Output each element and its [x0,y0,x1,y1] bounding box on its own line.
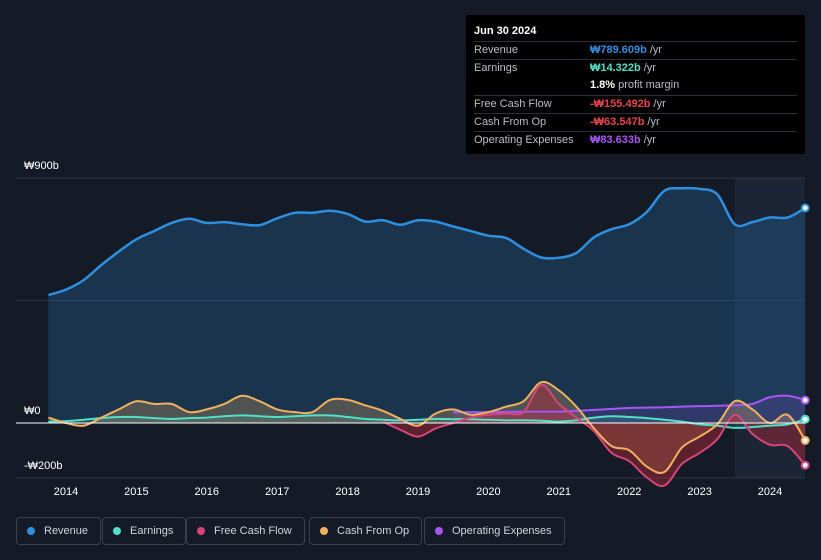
x-tick-2024: 2024 [758,486,782,498]
x-tick-2014: 2014 [54,486,78,498]
x-tick-2019: 2019 [406,486,430,498]
area-revenue [48,188,806,423]
area-earnings [48,415,806,428]
legend-revenue-dot [27,527,35,535]
legend-cfo[interactable]: Cash From Op [309,517,423,545]
area-opex [453,395,806,423]
x-tick-2018: 2018 [335,486,359,498]
tooltip-row-earnings: Earnings ₩14.322b /yr [474,59,797,77]
endpoint-fcf [800,460,810,470]
endpoint-revenue [800,203,810,213]
legend-earnings-dot [113,527,121,535]
legend-earnings[interactable]: Earnings [102,517,187,545]
tooltip: Jun 30 2024 Revenue ₩789.609b /yr Earnin… [466,15,805,154]
tooltip-row-fcf: Free Cash Flow -₩155.492b /yr [474,94,797,113]
endpoint-opex [800,395,810,405]
endpoint-earnings [800,414,810,424]
x-tick-2016: 2016 [195,486,219,498]
tooltip-row-margin: 1.8% profit margin [590,79,680,92]
endpoint-cfo [800,435,810,445]
legend-fcf[interactable]: Free Cash Flow [186,517,305,545]
x-tick-2020: 2020 [476,486,500,498]
line-cfo [48,380,807,475]
tooltip-row-cfo: Cash From Op -₩63.547b /yr [474,112,797,131]
tooltip-row-revenue: Revenue ₩789.609b /yr [474,41,797,59]
tooltip-date: Jun 30 2024 [474,25,537,37]
x-tick-2015: 2015 [124,486,148,498]
y-tick-neg200: -₩200b [24,460,63,472]
legend-cfo-dot [320,527,328,535]
y-tick-900: ₩900b [24,160,59,172]
line-revenue [47,186,806,297]
legend-opex[interactable]: Operating Expenses [424,517,565,545]
legend-opex-dot [435,527,443,535]
y-tick-0: ₩0 [24,405,41,417]
legend-revenue[interactable]: Revenue [16,517,102,545]
x-tick-2021: 2021 [547,486,571,498]
x-tick-2017: 2017 [265,486,289,498]
tooltip-row-opex: Operating Expenses ₩83.633b /yr [474,130,797,149]
area-cfo [48,381,806,474]
x-tick-2022: 2022 [617,486,641,498]
x-tick-2023: 2023 [687,486,711,498]
legend-fcf-dot [197,527,205,535]
